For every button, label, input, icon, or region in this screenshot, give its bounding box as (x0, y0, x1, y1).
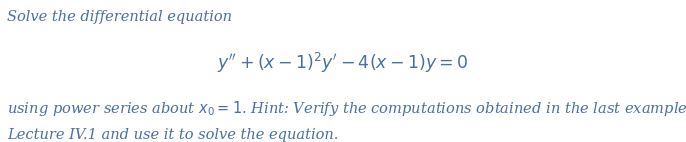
Text: Lecture IV.1 and use it to solve the equation.: Lecture IV.1 and use it to solve the equ… (7, 128, 338, 142)
Text: using power series about $x_0 = 1$. Hint: Verify the computations obtained in th: using power series about $x_0 = 1$. Hint… (7, 99, 686, 118)
Text: $y'' + (x-1)^2y' - 4(x-1)y = 0$: $y'' + (x-1)^2y' - 4(x-1)y = 0$ (217, 50, 469, 75)
Text: Solve the differential equation: Solve the differential equation (7, 10, 232, 24)
